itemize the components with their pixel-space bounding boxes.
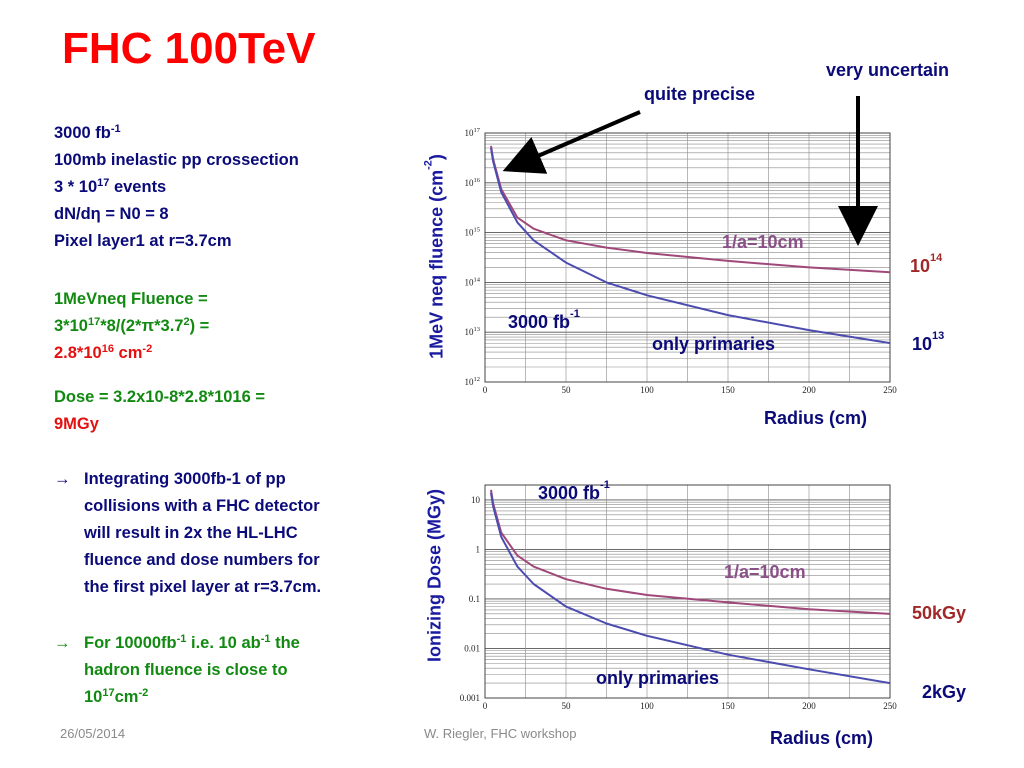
y-tick-label: 1 <box>476 544 481 554</box>
parameters-block: 3000 fb-1 100mb inelastic pp crossection… <box>54 120 299 255</box>
bullet1-line: fluence and dose numbers for <box>84 551 320 569</box>
label-50kgy: 50kGy <box>912 603 967 623</box>
y-tick-label: 10 <box>471 495 481 505</box>
y-tick-label: 1014 <box>465 276 481 287</box>
footer-date: 26/05/2014 <box>60 726 126 741</box>
y-tick-label: 1012 <box>465 376 481 387</box>
x-tick-label: 100 <box>640 385 654 395</box>
plot-frame <box>484 132 891 383</box>
label-bot-radius: Radius (cm) <box>770 728 874 748</box>
param-line-2: 100mb inelastic pp crossection <box>54 151 299 169</box>
series-line-only-primaries <box>490 492 891 685</box>
footer-author: W. Riegler, FHC workshop <box>424 726 577 741</box>
x-tick-label: 200 <box>802 701 816 711</box>
bullet1-line: the first pixel layer at r=3.7cm. <box>84 578 322 596</box>
x-tick-label: 0 <box>483 385 488 395</box>
bullet2-line-3: 1017cm-2 <box>84 687 149 706</box>
y-tick-label: 1016 <box>465 177 481 188</box>
dose-formula: Dose = 3.2x10-8*2.8*1016 = <box>54 388 265 406</box>
x-tick-label: 250 <box>883 701 897 711</box>
top-ylabel: 1MeV neq fluence (cm-2) <box>422 154 447 359</box>
label-top-radius: Radius (cm) <box>764 408 868 428</box>
bullet2-line-2: hadron fluence is close to <box>84 661 288 679</box>
label-bot-primaries: only primaries <box>596 668 720 688</box>
x-tick-label: 250 <box>883 385 897 395</box>
fluence-formula: 3*1017*8/(2*π*3.72) = <box>54 316 210 335</box>
plot-frame <box>484 484 891 699</box>
arrow-right-icon: → <box>54 634 71 652</box>
y-tick-label: 0.01 <box>464 643 480 653</box>
label-very-uncertain: very uncertain <box>826 60 950 80</box>
y-tick-label: 0.1 <box>469 594 480 604</box>
param-line-4: dN/dη = N0 = 8 <box>54 205 169 223</box>
bot-ylabel: Ionizing Dose (MGy) <box>424 489 445 662</box>
y-tick-label: 0.001 <box>460 693 480 703</box>
x-tick-label: 100 <box>640 701 654 711</box>
page-title: FHC 100TeV <box>62 24 316 73</box>
y-tick-label: 1017 <box>465 127 481 138</box>
x-tick-label: 50 <box>562 385 572 395</box>
arrow-quite-precise <box>502 110 641 174</box>
label-quite-precise: quite precise <box>644 84 756 104</box>
param-line-5: Pixel layer1 at r=3.7cm <box>54 232 232 250</box>
series-line-only-primaries <box>490 147 891 345</box>
bullet1-line: Integrating 3000fb-1 of pp <box>84 470 286 488</box>
label-top-primaries: only primaries <box>652 334 776 354</box>
label-bot-1a: 1/a=10cm <box>724 562 806 582</box>
bullet-10000fb: → For 10000fb-1 i.e. 10 ab-1 the hadron … <box>54 630 300 711</box>
bullet2-line-1: For 10000fb-1 i.e. 10 ab-1 the <box>84 633 300 652</box>
x-tick-label: 150 <box>721 701 735 711</box>
arrow-right-icon: → <box>54 470 71 488</box>
label-bot-3000fb: 3000 fb-1 <box>538 479 610 503</box>
x-tick-label: 50 <box>562 701 572 711</box>
param-line-1: 3000 fb-1 <box>54 123 121 142</box>
bullet1-line: collisions with a FHC detector <box>84 497 320 515</box>
x-tick-label: 0 <box>483 701 488 711</box>
fluence-label: 1MeVneq Fluence = <box>54 290 208 308</box>
label-1e13: 1013 <box>912 330 945 354</box>
fluence-block: 1MeVneq Fluence = 3*1017*8/(2*π*3.72) = … <box>54 286 209 367</box>
label-top-3000fb: 3000 fb-1 <box>508 308 580 332</box>
fluence-result: 2.8*1016 cm-2 <box>54 343 153 362</box>
dose-chart: 0 50 100 150 200 250 0.001 0.01 0.1 1 10 <box>460 484 897 711</box>
param-line-3: 3 * 1017 events <box>54 177 167 196</box>
label-1e14: 1014 <box>910 252 943 276</box>
x-tick-label: 150 <box>721 385 735 395</box>
label-2kgy: 2kGy <box>922 682 967 702</box>
fluence-chart: 0 50 100 150 200 250 1012 1013 1014 1015 1016 1017 <box>465 127 898 395</box>
y-tick-label: 1013 <box>465 326 481 337</box>
dose-result: 9MGy <box>54 415 99 433</box>
y-tick-label: 1015 <box>465 227 481 238</box>
bullet-integrating: → Integrating 3000fb-1 of pp collisions … <box>54 466 321 601</box>
bullet1-line: will result in 2x the HL-LHC <box>84 524 298 542</box>
dose-block: Dose = 3.2x10-8*2.8*1016 = 9MGy <box>54 384 265 438</box>
label-top-1a: 1/a=10cm <box>722 232 804 252</box>
x-tick-label: 200 <box>802 385 816 395</box>
